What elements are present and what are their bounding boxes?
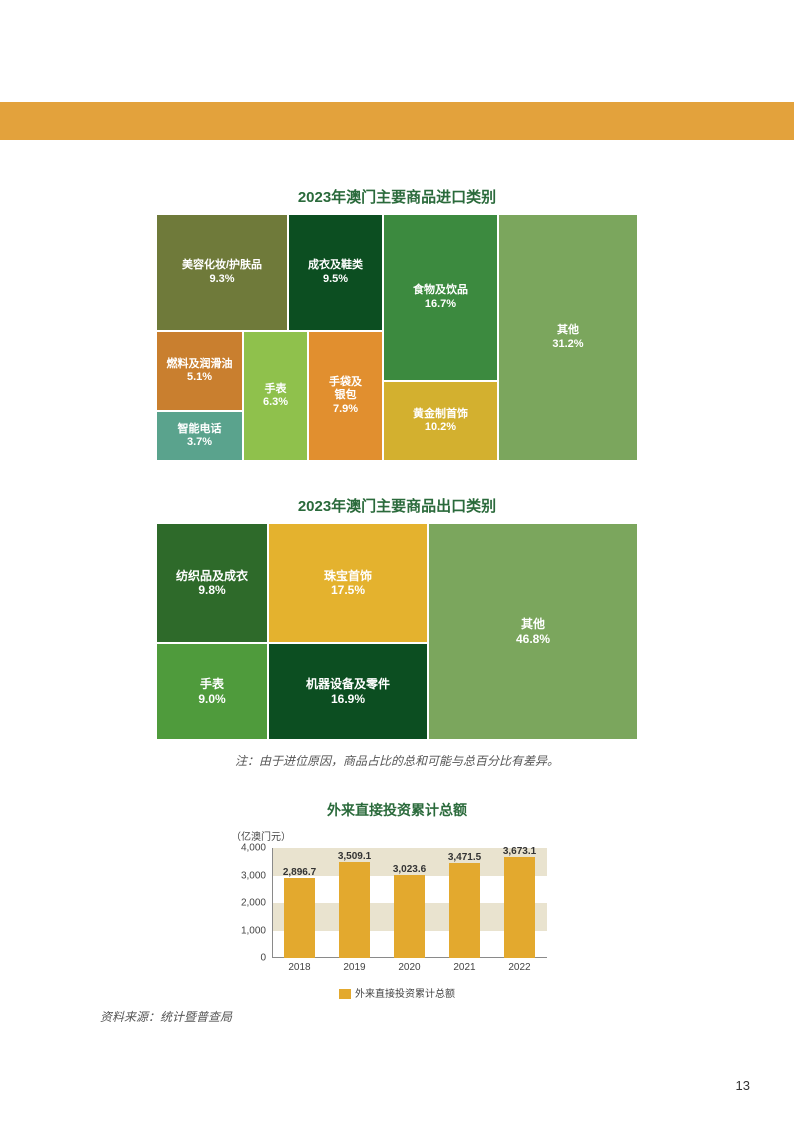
treemap-cell-pct: 10.2% <box>425 421 456 434</box>
bar-value-label: 3,471.5 <box>448 852 481 863</box>
treemap-cell-label: 燃料及润滑油 <box>167 358 233 371</box>
x-tick-label: 2020 <box>398 958 420 973</box>
y-axis-label: （亿澳门元） <box>231 828 291 843</box>
bar-value-label: 2,896.7 <box>283 867 316 878</box>
bar: 2,896.7 <box>284 848 314 958</box>
page-number: 13 <box>736 1078 750 1093</box>
exports-treemap: 纺织品及成衣9.8%手表9.0%珠宝首饰17.5%机器设备及零件16.9%其他4… <box>157 524 637 739</box>
treemap-cell-label: 机器设备及零件 <box>306 677 390 691</box>
y-tick-label: 3,000 <box>241 870 272 881</box>
exports-title: 2023年澳门主要商品出口类别 <box>0 495 794 516</box>
treemap-cell-pct: 9.3% <box>209 273 234 286</box>
treemap-cell-pct: 5.1% <box>187 371 212 384</box>
treemap-cell-label: 智能电话 <box>178 423 222 436</box>
treemap-cell-pct: 3.7% <box>187 436 212 449</box>
treemap-cell: 纺织品及成衣9.8% <box>157 524 267 642</box>
bar-rect: 3,509.1 <box>339 862 369 959</box>
legend-label: 外来直接投资累计总额 <box>355 989 455 1000</box>
treemap-cell: 智能电话3.7% <box>157 412 242 460</box>
treemap-cell: 手表9.0% <box>157 644 267 739</box>
treemap-cell-pct: 6.3% <box>263 396 288 409</box>
treemap-cell: 美容化妆/护肤品9.3% <box>157 215 287 330</box>
fdi-barchart: 01,0002,0003,0004,0002,896.720183,509.12… <box>227 826 567 981</box>
treemap-cell: 手袋及银包7.9% <box>309 332 382 460</box>
fdi-section: 外来直接投资累计总额 01,0002,0003,0004,0002,896.72… <box>0 800 794 1000</box>
bar-value-label: 3,673.1 <box>503 846 536 857</box>
y-tick-label: 0 <box>260 953 272 964</box>
treemap-cell-pct: 9.8% <box>198 583 225 597</box>
treemap-cell: 食物及饮品16.7% <box>384 215 497 380</box>
treemap-cell-label: 手表 <box>265 383 287 396</box>
treemap-cell: 成衣及鞋类9.5% <box>289 215 382 330</box>
treemap-cell: 珠宝首饰17.5% <box>269 524 427 642</box>
y-tick-label: 1,000 <box>241 925 272 936</box>
treemap-cell-label: 手袋及银包 <box>329 376 362 402</box>
treemap-cell-pct: 9.0% <box>198 692 225 706</box>
treemap-cell-label: 手表 <box>200 677 224 691</box>
y-tick-label: 2,000 <box>241 898 272 909</box>
treemap-cell-label: 其他 <box>521 617 545 631</box>
treemap-cell-pct: 7.9% <box>333 403 358 416</box>
treemap-cell-label: 纺织品及成衣 <box>176 569 248 583</box>
treemap-cell-pct: 17.5% <box>331 583 365 597</box>
x-tick-label: 2021 <box>453 958 475 973</box>
treemap-cell: 手表6.3% <box>244 332 307 460</box>
bar: 3,673.1 <box>504 848 534 958</box>
bar: 3,471.5 <box>449 848 479 958</box>
header-band <box>0 102 794 140</box>
x-tick-label: 2018 <box>288 958 310 973</box>
bar-rect: 2,896.7 <box>284 878 314 958</box>
treemap-cell-label: 食物及饮品 <box>413 284 468 297</box>
exports-section: 2023年澳门主要商品出口类别 纺织品及成衣9.8%手表9.0%珠宝首饰17.5… <box>0 495 794 739</box>
treemap-cell-pct: 31.2% <box>552 338 583 351</box>
imports-title: 2023年澳门主要商品进口类别 <box>0 186 794 207</box>
treemap-cell-pct: 9.5% <box>323 273 348 286</box>
bar: 3,509.1 <box>339 848 369 958</box>
fdi-legend: 外来直接投资累计总额 <box>0 985 794 1000</box>
treemap-cell: 燃料及润滑油5.1% <box>157 332 242 410</box>
bar-rect: 3,023.6 <box>394 875 424 958</box>
imports-section: 2023年澳门主要商品进口类别 美容化妆/护肤品9.3%成衣及鞋类9.5%食物及… <box>0 186 794 460</box>
x-tick-label: 2022 <box>508 958 530 973</box>
bar-rect: 3,471.5 <box>449 863 479 958</box>
treemap-cell: 机器设备及零件16.9% <box>269 644 427 739</box>
bar-value-label: 3,509.1 <box>338 851 371 862</box>
fdi-title: 外来直接投资累计总额 <box>0 800 794 820</box>
imports-treemap: 美容化妆/护肤品9.3%成衣及鞋类9.5%食物及饮品16.7%其他31.2%燃料… <box>157 215 637 460</box>
treemap-cell: 其他46.8% <box>429 524 637 739</box>
treemap-cell: 黄金制首饰10.2% <box>384 382 497 460</box>
treemap-cell-label: 其他 <box>557 324 579 337</box>
treemap-cell: 其他31.2% <box>499 215 637 460</box>
y-tick-label: 4,000 <box>241 843 272 854</box>
source-text: 资料来源：统计暨普查局 <box>100 1008 232 1025</box>
bar-value-label: 3,023.6 <box>393 864 426 875</box>
bar: 3,023.6 <box>394 848 424 958</box>
rounding-note: 注：由于进位原因，商品占比的总和可能与总百分比有差异。 <box>0 752 794 769</box>
bar-rect: 3,673.1 <box>504 857 534 958</box>
treemap-cell-label: 美容化妆/护肤品 <box>182 259 262 272</box>
treemap-cell-label: 成衣及鞋类 <box>308 259 363 272</box>
treemap-cell-pct: 46.8% <box>516 632 550 646</box>
x-tick-label: 2019 <box>343 958 365 973</box>
plot-area: 01,0002,0003,0004,0002,896.720183,509.12… <box>272 848 547 958</box>
y-axis <box>272 848 273 958</box>
treemap-cell-label: 黄金制首饰 <box>413 408 468 421</box>
treemap-cell-pct: 16.7% <box>425 298 456 311</box>
treemap-cell-label: 珠宝首饰 <box>324 569 372 583</box>
legend-swatch <box>339 989 351 999</box>
treemap-cell-pct: 16.9% <box>331 692 365 706</box>
